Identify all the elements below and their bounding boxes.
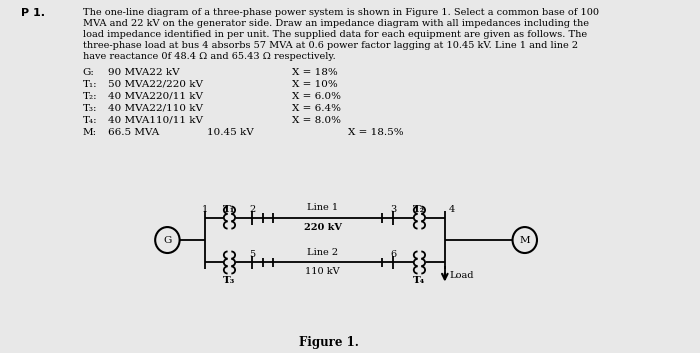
Text: T₁: T₁	[223, 205, 236, 214]
Text: T₂: T₂	[413, 205, 426, 214]
Text: Line 2: Line 2	[307, 247, 338, 257]
Text: 50 MVA22/220 kV: 50 MVA22/220 kV	[108, 80, 203, 89]
Text: G:: G:	[83, 68, 94, 77]
Text: have reactance 0f 48.4 Ω and 65.43 Ω respectively.: have reactance 0f 48.4 Ω and 65.43 Ω res…	[83, 52, 335, 61]
Text: 3: 3	[390, 205, 396, 214]
Text: X = 18.5%: X = 18.5%	[348, 128, 404, 137]
Text: MVA and 22 kV on the generator side. Draw an impedance diagram with all impedanc: MVA and 22 kV on the generator side. Dra…	[83, 19, 589, 28]
Text: 90 MVA22 kV: 90 MVA22 kV	[108, 68, 180, 77]
Text: T₄: T₄	[413, 276, 426, 286]
Text: 10.45 kV: 10.45 kV	[207, 128, 253, 137]
Text: 2: 2	[249, 205, 256, 214]
Text: Line 1: Line 1	[307, 203, 338, 211]
Text: Figure 1.: Figure 1.	[299, 336, 359, 349]
Text: load impedance identified in per unit. The supplied data for each equipment are : load impedance identified in per unit. T…	[83, 30, 587, 39]
Text: The one-line diagram of a three-phase power system is shown in Figure 1. Select : The one-line diagram of a three-phase po…	[83, 8, 598, 17]
Text: 5: 5	[249, 250, 255, 258]
Text: X = 18%: X = 18%	[291, 68, 337, 77]
Text: T₂:: T₂:	[83, 92, 97, 101]
Text: 1: 1	[202, 205, 208, 214]
Text: X = 10%: X = 10%	[291, 80, 337, 89]
Text: T₄:: T₄:	[83, 116, 97, 125]
Text: T₃: T₃	[223, 276, 236, 286]
Text: 4: 4	[449, 205, 455, 214]
Text: Load: Load	[449, 271, 474, 280]
Text: X = 8.0%: X = 8.0%	[291, 116, 340, 125]
Text: M: M	[519, 235, 530, 245]
Text: 40 MVA22/110 kV: 40 MVA22/110 kV	[108, 104, 203, 113]
Text: 220 kV: 220 kV	[304, 223, 342, 232]
Text: 66.5 MVA: 66.5 MVA	[108, 128, 160, 137]
Text: X = 6.0%: X = 6.0%	[291, 92, 340, 101]
Text: T₃:: T₃:	[83, 104, 97, 113]
Text: M:: M:	[83, 128, 97, 137]
Text: P 1.: P 1.	[21, 8, 45, 18]
Text: 40 MVA110/11 kV: 40 MVA110/11 kV	[108, 116, 203, 125]
Text: 6: 6	[390, 250, 396, 258]
Text: G: G	[163, 235, 172, 245]
Text: 40 MVA220/11 kV: 40 MVA220/11 kV	[108, 92, 203, 101]
Text: three-phase load at bus 4 absorbs 57 MVA at 0.6 power factor lagging at 10.45 kV: three-phase load at bus 4 absorbs 57 MVA…	[83, 41, 578, 50]
Text: T₁:: T₁:	[83, 80, 97, 89]
Text: 110 kV: 110 kV	[305, 268, 340, 276]
Text: X = 6.4%: X = 6.4%	[291, 104, 340, 113]
